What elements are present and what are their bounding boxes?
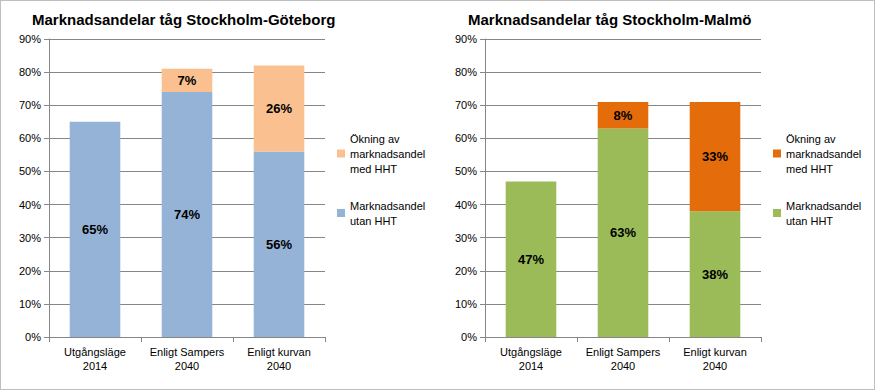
- svg-text:0%: 0%: [461, 331, 477, 343]
- svg-text:30%: 30%: [19, 232, 41, 244]
- svg-text:0%: 0%: [25, 331, 41, 343]
- svg-text:Ökning av: Ökning av: [786, 133, 839, 145]
- svg-text:80%: 80%: [19, 66, 41, 78]
- svg-text:2014: 2014: [519, 360, 543, 372]
- svg-text:74%: 74%: [174, 207, 200, 222]
- svg-text:2040: 2040: [267, 360, 291, 372]
- svg-text:63%: 63%: [610, 225, 636, 240]
- svg-text:Enligt Sampers: Enligt Sampers: [586, 346, 661, 358]
- svg-text:50%: 50%: [19, 165, 41, 177]
- svg-text:20%: 20%: [19, 265, 41, 277]
- svg-text:med HHT: med HHT: [786, 163, 833, 175]
- svg-text:Marknadsandel: Marknadsandel: [350, 200, 428, 212]
- svg-text:2014: 2014: [83, 360, 107, 372]
- svg-text:Utgångsläge: Utgångsläge: [500, 346, 562, 358]
- svg-text:70%: 70%: [19, 99, 41, 111]
- svg-text:Marknadsandelar tåg Stockholm-: Marknadsandelar tåg Stockholm-Göteborg: [32, 11, 335, 28]
- svg-text:60%: 60%: [19, 132, 41, 144]
- svg-text:marknadsandel: marknadsandel: [350, 148, 428, 160]
- svg-text:60%: 60%: [455, 132, 477, 144]
- svg-text:8%: 8%: [614, 108, 633, 123]
- svg-text:20%: 20%: [455, 265, 477, 277]
- svg-text:38%: 38%: [702, 267, 728, 282]
- svg-text:Ökning av: Ökning av: [350, 133, 403, 145]
- svg-text:26%: 26%: [266, 101, 292, 116]
- svg-text:65%: 65%: [82, 222, 108, 237]
- svg-text:med HHT: med HHT: [350, 163, 397, 175]
- svg-text:90%: 90%: [19, 33, 41, 45]
- svg-text:Marknadsandel: Marknadsandel: [786, 200, 864, 212]
- svg-text:47%: 47%: [518, 252, 544, 267]
- svg-text:Enligt kurvan: Enligt kurvan: [247, 346, 311, 358]
- svg-text:Marknadsandelar tåg Stockholm-: Marknadsandelar tåg Stockholm-Malmö: [468, 11, 751, 28]
- svg-text:utan HHT: utan HHT: [350, 215, 397, 227]
- svg-text:50%: 50%: [455, 165, 477, 177]
- svg-text:70%: 70%: [455, 99, 477, 111]
- svg-text:2040: 2040: [611, 360, 635, 372]
- svg-text:2040: 2040: [175, 360, 199, 372]
- svg-text:56%: 56%: [266, 237, 292, 252]
- svg-text:33%: 33%: [702, 149, 728, 164]
- svg-text:7%: 7%: [178, 73, 197, 88]
- svg-text:utan HHT: utan HHT: [786, 215, 833, 227]
- svg-text:90%: 90%: [455, 33, 477, 45]
- svg-text:marknadsandel: marknadsandel: [786, 148, 864, 160]
- svg-text:40%: 40%: [455, 199, 477, 211]
- svg-text:Utgångsläge: Utgångsläge: [64, 346, 126, 358]
- svg-text:Enligt kurvan: Enligt kurvan: [683, 346, 747, 358]
- svg-text:10%: 10%: [19, 298, 41, 310]
- svg-text:Enligt Sampers: Enligt Sampers: [150, 346, 225, 358]
- svg-text:2040: 2040: [703, 360, 727, 372]
- svg-text:30%: 30%: [455, 232, 477, 244]
- svg-text:80%: 80%: [455, 66, 477, 78]
- svg-text:40%: 40%: [19, 199, 41, 211]
- svg-text:10%: 10%: [455, 298, 477, 310]
